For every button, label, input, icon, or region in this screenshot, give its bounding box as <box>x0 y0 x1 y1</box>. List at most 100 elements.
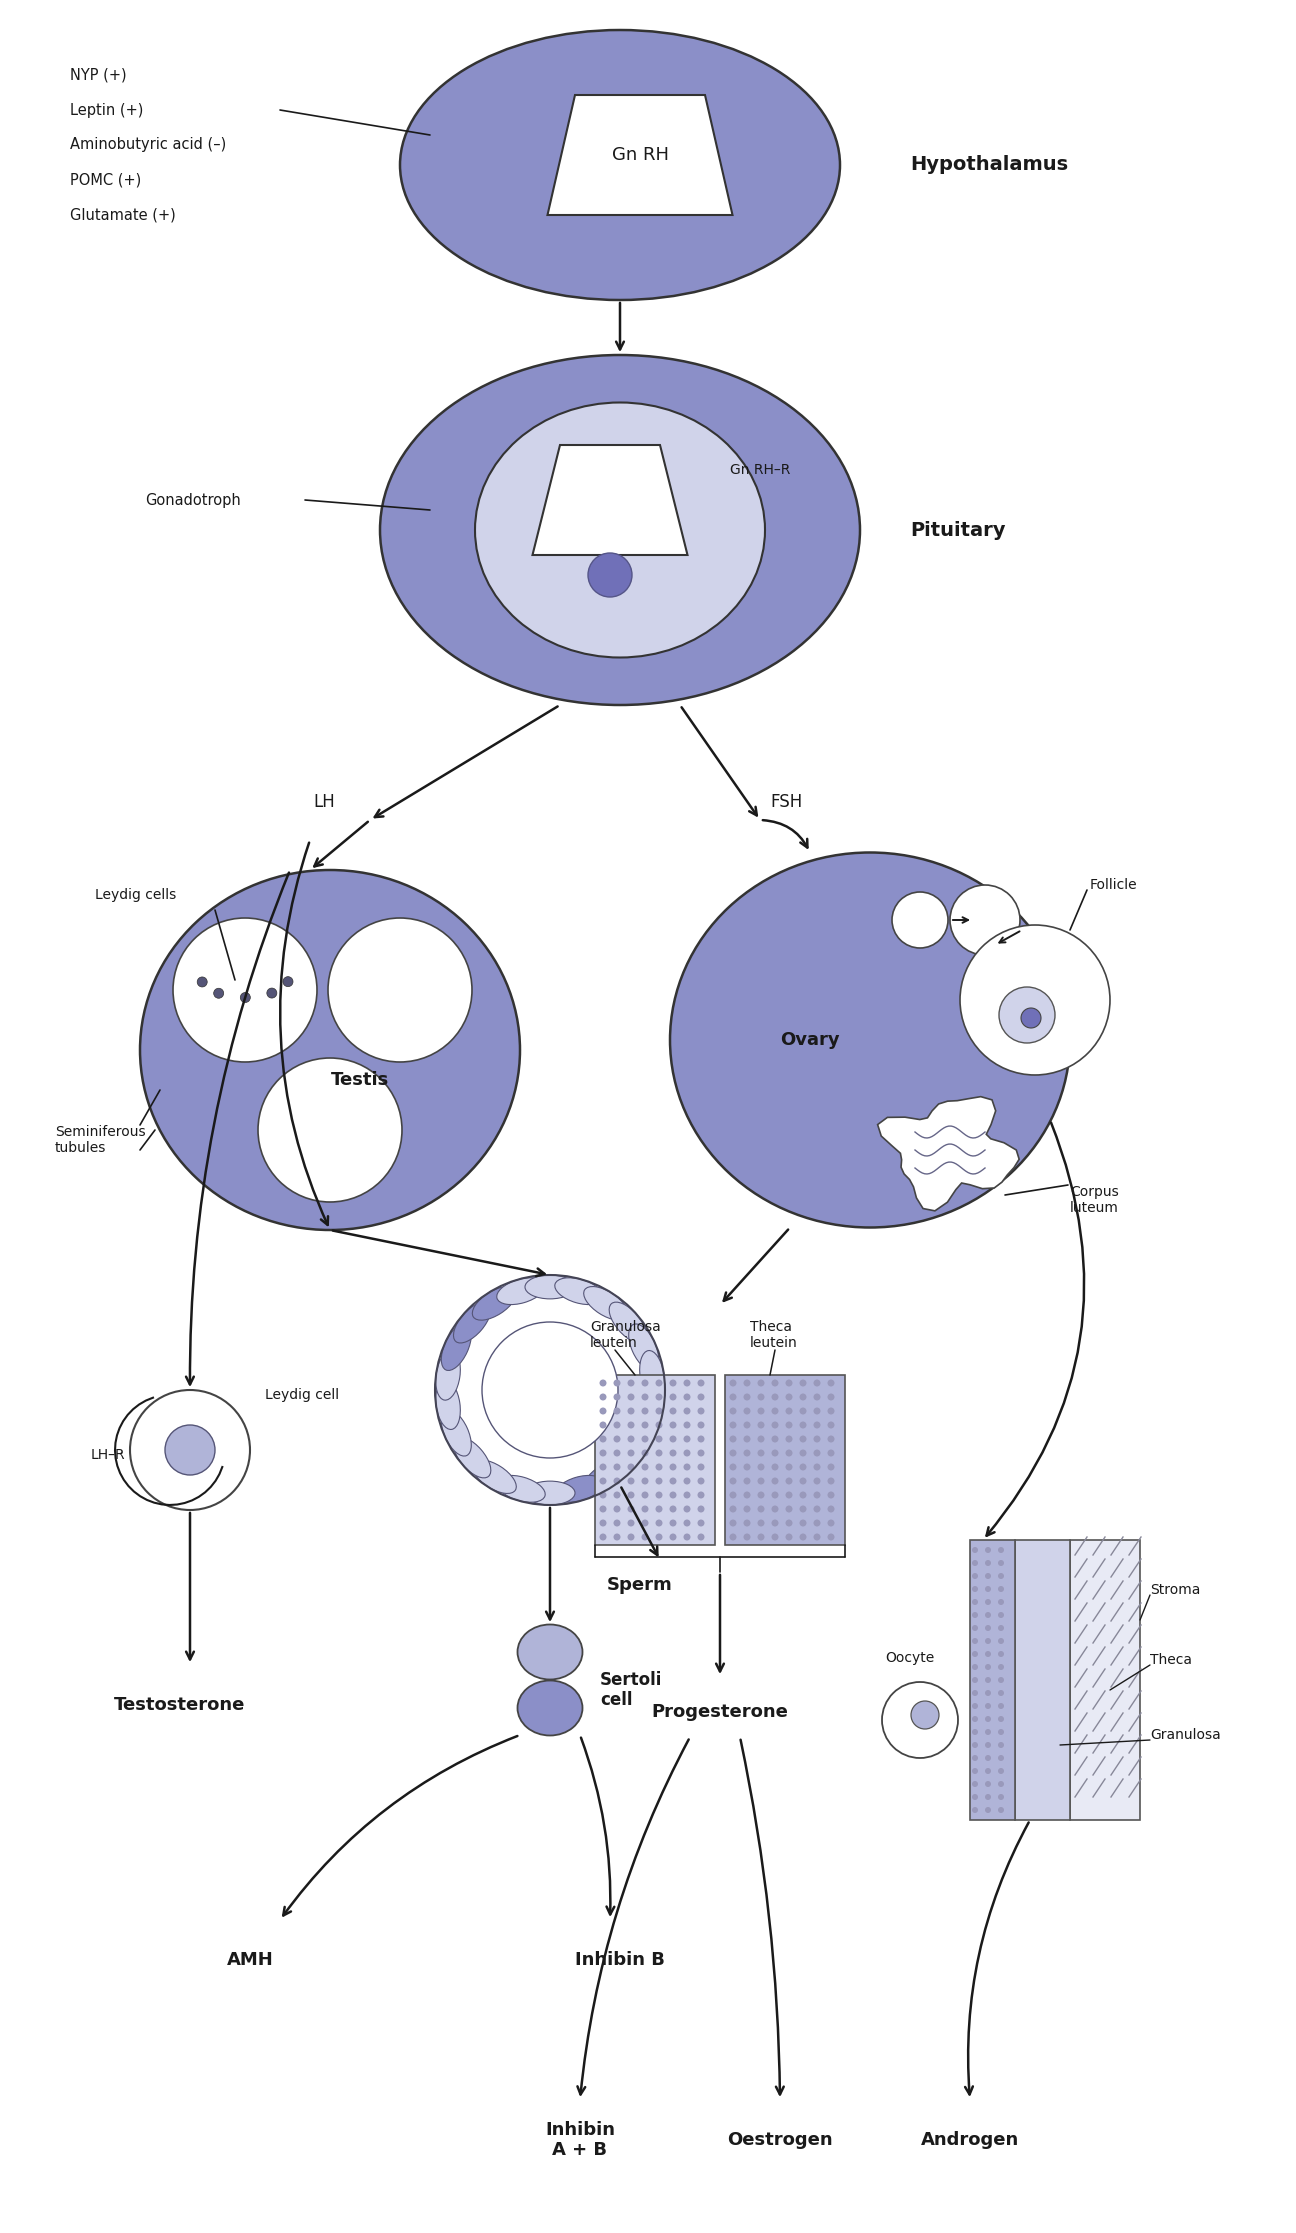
Ellipse shape <box>517 1623 582 1679</box>
Circle shape <box>656 1534 662 1541</box>
Circle shape <box>670 1393 677 1400</box>
Circle shape <box>985 1782 991 1786</box>
Circle shape <box>985 1664 991 1670</box>
Circle shape <box>771 1505 779 1512</box>
Circle shape <box>972 1769 978 1773</box>
Circle shape <box>240 991 250 1003</box>
Circle shape <box>814 1422 820 1429</box>
Circle shape <box>785 1449 792 1456</box>
Circle shape <box>814 1478 820 1485</box>
Circle shape <box>985 1715 991 1722</box>
Circle shape <box>130 1389 250 1510</box>
Circle shape <box>627 1393 635 1400</box>
Circle shape <box>985 1677 991 1684</box>
Circle shape <box>985 1806 991 1813</box>
Circle shape <box>627 1422 635 1429</box>
Text: Inhibin B: Inhibin B <box>575 1952 665 1970</box>
Circle shape <box>757 1492 765 1498</box>
Circle shape <box>998 1793 1004 1800</box>
Circle shape <box>998 1742 1004 1748</box>
Circle shape <box>800 1492 806 1498</box>
Circle shape <box>998 1677 1004 1684</box>
Circle shape <box>670 1463 677 1472</box>
Circle shape <box>757 1422 765 1429</box>
Circle shape <box>985 1599 991 1606</box>
Circle shape <box>730 1534 736 1541</box>
Circle shape <box>998 1690 1004 1697</box>
Text: Sertoli
cell: Sertoli cell <box>600 1670 662 1710</box>
Circle shape <box>998 1626 1004 1630</box>
Text: LH–R: LH–R <box>91 1447 124 1463</box>
Circle shape <box>683 1407 691 1413</box>
Circle shape <box>972 1664 978 1670</box>
Circle shape <box>670 1422 677 1429</box>
Circle shape <box>998 1664 1004 1670</box>
Circle shape <box>744 1449 750 1456</box>
Circle shape <box>642 1380 648 1387</box>
Text: Gn RH: Gn RH <box>612 145 669 163</box>
Circle shape <box>985 1793 991 1800</box>
Circle shape <box>600 1422 607 1429</box>
Circle shape <box>998 1639 1004 1643</box>
Circle shape <box>697 1393 705 1400</box>
Circle shape <box>814 1505 820 1512</box>
Circle shape <box>697 1478 705 1485</box>
Text: Seminiferous
tubules: Seminiferous tubules <box>54 1125 145 1154</box>
Circle shape <box>757 1436 765 1443</box>
Circle shape <box>771 1463 779 1472</box>
Circle shape <box>627 1478 635 1485</box>
Circle shape <box>683 1393 691 1400</box>
Circle shape <box>828 1518 835 1527</box>
Circle shape <box>683 1505 691 1512</box>
Circle shape <box>600 1534 607 1541</box>
Circle shape <box>771 1478 779 1485</box>
Circle shape <box>744 1380 750 1387</box>
Circle shape <box>744 1422 750 1429</box>
Circle shape <box>730 1478 736 1485</box>
Text: Testosterone: Testosterone <box>114 1697 246 1715</box>
Circle shape <box>670 1407 677 1413</box>
Circle shape <box>972 1650 978 1657</box>
Circle shape <box>771 1534 779 1541</box>
Circle shape <box>828 1436 835 1443</box>
Ellipse shape <box>435 1380 460 1429</box>
Circle shape <box>744 1492 750 1498</box>
Text: FSH: FSH <box>770 793 802 811</box>
Circle shape <box>642 1518 648 1527</box>
Circle shape <box>985 1742 991 1748</box>
Circle shape <box>600 1380 607 1387</box>
Circle shape <box>642 1534 648 1541</box>
Circle shape <box>985 1769 991 1773</box>
Text: Leydig cell: Leydig cell <box>264 1389 340 1402</box>
Circle shape <box>683 1518 691 1527</box>
Circle shape <box>757 1478 765 1485</box>
Circle shape <box>683 1449 691 1456</box>
Circle shape <box>972 1704 978 1708</box>
Circle shape <box>985 1572 991 1579</box>
Ellipse shape <box>442 1324 472 1371</box>
Circle shape <box>744 1518 750 1527</box>
Circle shape <box>828 1463 835 1472</box>
Polygon shape <box>877 1096 1019 1210</box>
Circle shape <box>972 1742 978 1748</box>
Ellipse shape <box>476 402 765 657</box>
Text: Aminobutyric acid (–): Aminobutyric acid (–) <box>70 138 227 152</box>
Circle shape <box>744 1436 750 1443</box>
Circle shape <box>613 1407 621 1413</box>
Circle shape <box>730 1393 736 1400</box>
Circle shape <box>785 1534 792 1541</box>
Text: Stroma: Stroma <box>1150 1583 1200 1597</box>
Bar <box>969 1541 1015 1820</box>
Circle shape <box>697 1518 705 1527</box>
Circle shape <box>800 1380 806 1387</box>
Circle shape <box>999 987 1055 1043</box>
Circle shape <box>656 1436 662 1443</box>
Ellipse shape <box>583 1286 627 1320</box>
Circle shape <box>600 1407 607 1413</box>
Ellipse shape <box>629 1324 658 1371</box>
Circle shape <box>588 554 632 596</box>
Circle shape <box>613 1393 621 1400</box>
Circle shape <box>828 1534 835 1541</box>
Circle shape <box>627 1518 635 1527</box>
Ellipse shape <box>583 1460 627 1494</box>
